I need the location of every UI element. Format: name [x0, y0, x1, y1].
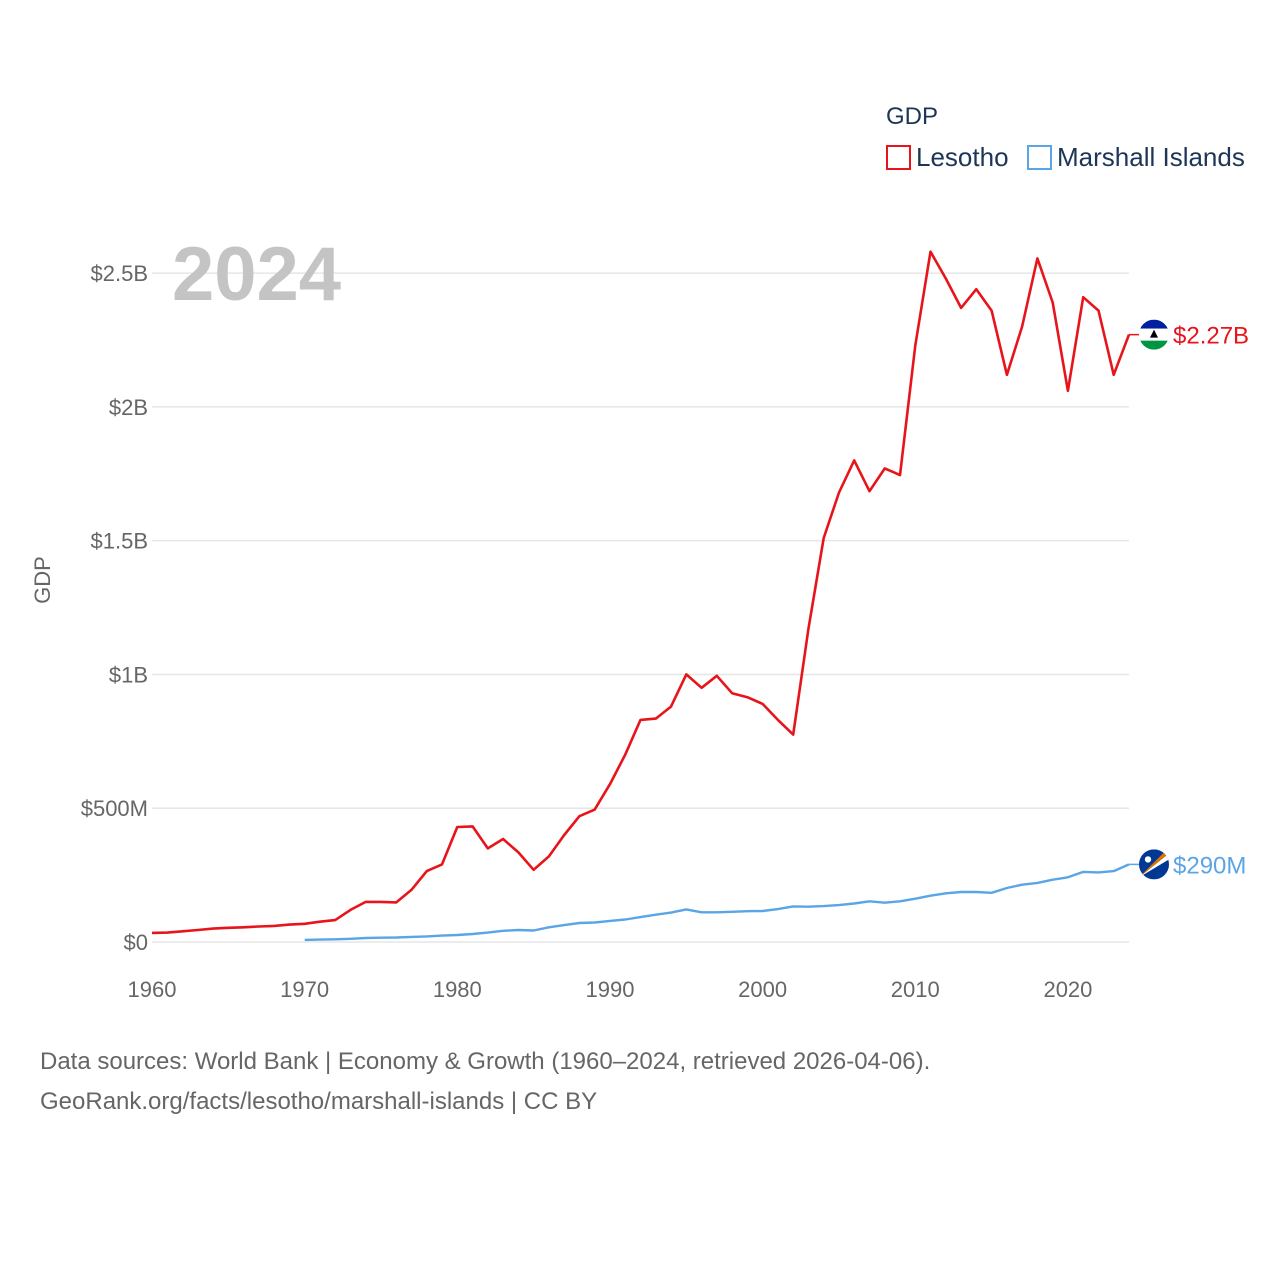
x-tick-label: 2020: [1043, 977, 1092, 1002]
x-tick-label: 1980: [433, 977, 482, 1002]
x-tick-label: 1990: [585, 977, 634, 1002]
source-line-2: GeoRank.org/facts/lesotho/marshall-islan…: [40, 1088, 598, 1115]
marshall-islands-flag-icon: [1139, 849, 1169, 880]
source-note: Data sources: World Bank | Economy & Gro…: [40, 1042, 930, 1122]
y-axis-label: GDP: [30, 556, 55, 604]
legend-label-marshall-islands[interactable]: Marshall Islands: [1057, 142, 1245, 172]
legend-swatch-lesotho[interactable]: [886, 145, 911, 170]
y-tick-label: $1B: [109, 662, 148, 687]
end-value-label-marshall-islands: $290M: [1173, 852, 1246, 879]
legend-title: GDP: [886, 103, 938, 130]
lesotho-flag-icon: [1139, 319, 1169, 350]
legend-swatch-marshall-islands[interactable]: [1027, 145, 1052, 170]
current-year-label: 2024: [172, 232, 341, 317]
x-axis-ticks: 1960 1970 1980 1990 2000 2010 2020: [128, 977, 1093, 1002]
x-tick-label: 1960: [128, 977, 177, 1002]
x-tick-label: 2010: [891, 977, 940, 1002]
series-line-marshall-islands[interactable]: [304, 863, 1130, 942]
x-tick-label: 2000: [738, 977, 787, 1002]
series-lines: [151, 250, 1131, 942]
y-tick-label: $1.5B: [91, 529, 149, 554]
x-tick-label: 1970: [280, 977, 329, 1002]
series-end-markers: $2.27B $290M: [1129, 319, 1249, 880]
end-value-label-lesotho: $2.27B: [1173, 323, 1249, 350]
series-line-lesotho[interactable]: [151, 250, 1131, 935]
source-line-1: Data sources: World Bank | Economy & Gro…: [40, 1048, 931, 1075]
legend-label-lesotho[interactable]: Lesotho: [916, 142, 1009, 172]
gridlines: [152, 272, 1129, 943]
y-tick-label: $2B: [109, 395, 148, 420]
y-axis-ticks: $0 $500M $1B $1.5B $2B $2.5B: [81, 261, 148, 955]
y-tick-label: $2.5B: [91, 261, 149, 286]
y-tick-label: $0: [124, 930, 148, 955]
y-tick-label: $500M: [81, 796, 148, 821]
